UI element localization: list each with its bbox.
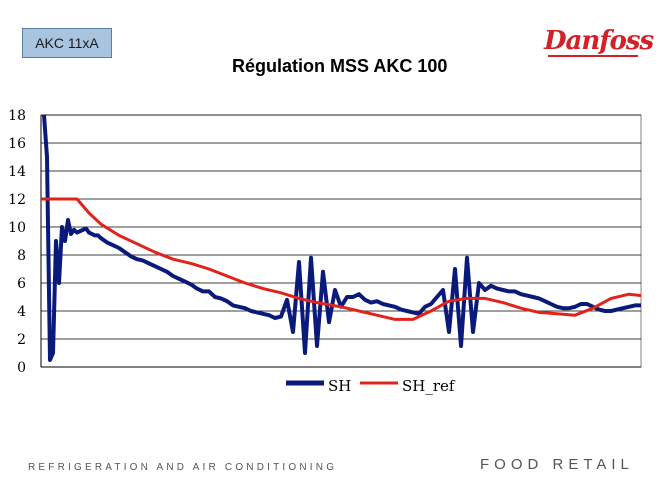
plot-area bbox=[40, 114, 642, 368]
product-badge-label: AKC 11xA bbox=[35, 35, 99, 51]
y-tick-label: 0 bbox=[17, 360, 26, 376]
line-chart: 0 2 4 6 8 10 12 14 16 18 SH SH_ref bbox=[8, 108, 642, 395]
series-line-sh-ref bbox=[41, 197, 642, 321]
y-tick-label: 18 bbox=[8, 108, 26, 124]
y-tick-label: 6 bbox=[17, 276, 26, 292]
y-tick-label: 12 bbox=[8, 192, 26, 208]
y-tick-label: 16 bbox=[8, 136, 26, 152]
y-tick-label: 8 bbox=[17, 248, 26, 264]
y-tick-label: 4 bbox=[17, 304, 26, 320]
legend-label: SH bbox=[328, 377, 351, 395]
logo-underline bbox=[548, 55, 638, 57]
y-tick-label: 14 bbox=[8, 164, 26, 180]
danfoss-logo: Danfoss bbox=[544, 26, 654, 56]
y-tick-label: 2 bbox=[17, 332, 26, 348]
y-tick-label: 10 bbox=[8, 220, 26, 236]
danfoss-logo-text: Danfoss bbox=[544, 26, 654, 56]
footer-brand-segment: FOOD RETAIL bbox=[480, 456, 634, 473]
footer-tagline: REFRIGERATION AND AIR CONDITIONING bbox=[28, 462, 338, 473]
legend-label: SH_ref bbox=[402, 377, 456, 395]
chart-title: Régulation MSS AKC 100 bbox=[232, 56, 448, 76]
product-badge: AKC 11xA bbox=[22, 28, 112, 58]
